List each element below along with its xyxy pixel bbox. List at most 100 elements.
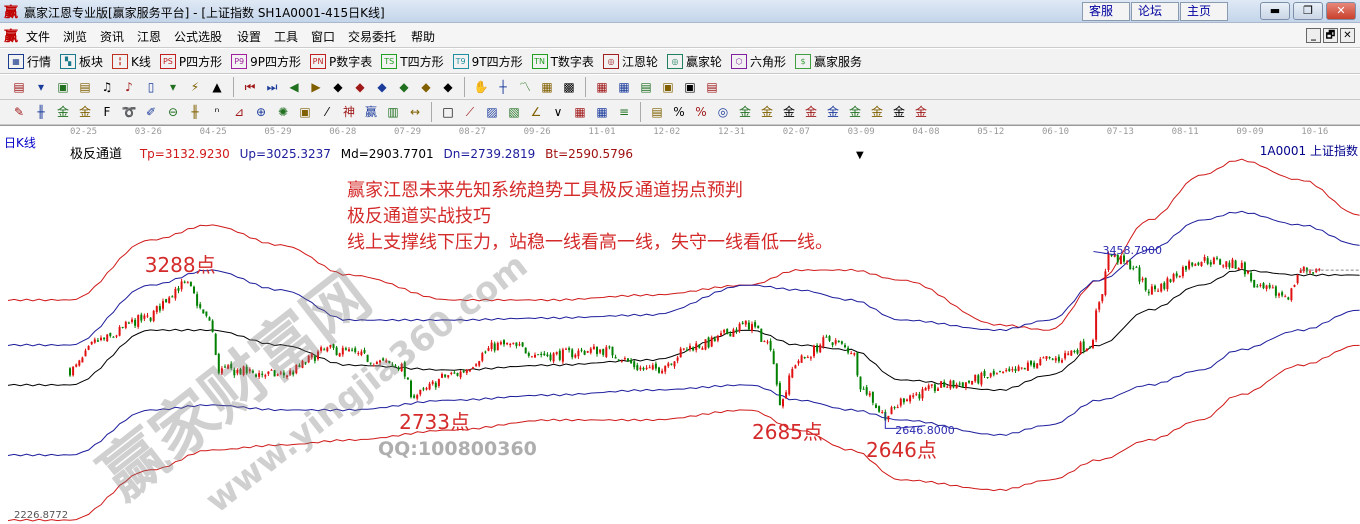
expand-icon[interactable]: ◆ (377, 80, 387, 94)
bar-dropdown-icon[interactable]: ▾ (169, 80, 177, 94)
square-icon[interactable]: ▣ (299, 105, 311, 119)
zoom-right-icon[interactable]: ◆ (355, 80, 365, 94)
gold7-icon[interactable]: 金 (826, 105, 839, 119)
gold6-icon[interactable]: 金 (804, 105, 817, 119)
toolbar-button-p9[interactable]: P9 9P四方形 (231, 53, 301, 70)
crosshair-icon[interactable]: ┼ (499, 80, 507, 94)
parallel-icon[interactable]: ╫ (37, 105, 45, 119)
line-tool-icon[interactable]: ▩ (563, 80, 575, 94)
line-icon[interactable]: 〽 (518, 80, 531, 94)
network-icon[interactable]: ▣ (684, 80, 696, 94)
win-icon[interactable]: 赢 (364, 105, 377, 119)
period-dropdown-icon[interactable]: ▾ (37, 80, 45, 94)
gold4-icon[interactable]: 金 (760, 105, 773, 119)
grid-icon[interactable]: ╫ (191, 105, 199, 119)
ruler-icon[interactable]: ▥ (387, 105, 399, 119)
customer-service-button[interactable]: 客服 (1082, 2, 1130, 21)
first-icon[interactable]: ⏮ (244, 80, 256, 94)
fib-icon[interactable]: F (103, 105, 111, 119)
kline-chart[interactable] (0, 145, 1360, 524)
toolbar-button-ts[interactable]: TS T四方形 (381, 53, 444, 70)
toolbar-button-t9[interactable]: T9 9T四方形 (452, 53, 523, 70)
toolbar-button-ps[interactable]: PS P四方形 (159, 53, 222, 70)
bar-type-icon[interactable]: ▯ (147, 80, 155, 94)
menu-item-9[interactable]: 帮助 (411, 30, 436, 44)
close-button[interactable]: ✕ (1326, 2, 1356, 20)
menu-item-8[interactable]: 交易委托 (348, 30, 397, 44)
grid3-icon[interactable]: ▦ (596, 105, 608, 119)
box-icon[interactable]: □ (442, 105, 454, 119)
toolbar-button-pn[interactable]: PN P数字表 (310, 53, 372, 70)
child-minimize-button[interactable]: _ (1306, 28, 1321, 43)
brush-icon[interactable]: ✐ (145, 105, 157, 119)
print-icon[interactable]: ▤ (706, 80, 718, 94)
vline-icon[interactable]: ∨ (553, 105, 563, 119)
zoom-left-icon[interactable]: ◆ (333, 80, 343, 94)
child-close-button[interactable]: ✕ (1340, 28, 1355, 43)
chart9-icon[interactable]: ♪ (125, 80, 133, 94)
angle-icon[interactable]: ⊿ (233, 105, 245, 119)
pen-icon[interactable]: ✎ (13, 105, 25, 119)
toolbar-button-quote-table[interactable]: ▦ 行情 (8, 53, 51, 70)
draw-icon[interactable]: ▣ (57, 80, 69, 94)
menu-item-2[interactable]: 资讯 (100, 30, 125, 44)
toolbar-button-hexagon[interactable]: ⬡ 六角形 (730, 53, 786, 70)
zoom-out-icon[interactable]: ◆ (443, 80, 453, 94)
gold1-icon[interactable]: 金 (56, 105, 69, 119)
homepage-button[interactable]: 主页 (1180, 2, 1228, 21)
menu-item-1[interactable]: 浏览 (63, 30, 88, 44)
forum-button[interactable]: 论坛 (1131, 2, 1179, 21)
gold11-icon[interactable]: 金 (914, 105, 927, 119)
calendar-icon[interactable]: ▦ (596, 80, 608, 94)
toolbar-button-dollar[interactable]: $ 赢家服务 (794, 53, 862, 70)
save-icon[interactable]: ▣ (662, 80, 674, 94)
gann-icon[interactable]: ⚡ (190, 80, 200, 94)
n2-icon[interactable]: ⁿ (214, 105, 220, 119)
menu-item-0[interactable]: 文件 (26, 30, 51, 44)
menu-item-7[interactable]: 窗口 (311, 30, 336, 44)
report-icon[interactable]: ▤ (640, 80, 652, 94)
fan3-icon[interactable]: ▧ (508, 105, 520, 119)
spiral-icon[interactable]: ➰ (121, 105, 137, 119)
menu-item-5[interactable]: 设置 (237, 30, 262, 44)
multi-line-icon[interactable]: ≡ (618, 105, 630, 119)
hand-icon[interactable]: ✋ (473, 80, 489, 94)
fan-icon[interactable]: ⟋ (465, 105, 475, 119)
shrink-icon[interactable]: ◆ (399, 80, 409, 94)
circle-icon[interactable]: ⊖ (167, 105, 179, 119)
width-icon[interactable]: ↔ (409, 105, 421, 119)
slash-icon[interactable]: ⁄ (325, 105, 328, 119)
right-icon[interactable]: ▶ (311, 80, 321, 94)
ring-icon[interactable]: ◎ (717, 105, 729, 119)
toolbar-button-sector-blocks[interactable]: ▚ 板块 (60, 53, 103, 70)
chart3-icon[interactable]: ♫ (101, 80, 113, 94)
zoom-in-icon[interactable]: ◆ (421, 80, 431, 94)
notes-icon[interactable]: ▤ (79, 80, 91, 94)
gold3-icon[interactable]: 金 (738, 105, 751, 119)
gold2-icon[interactable]: 金 (78, 105, 91, 119)
node-icon[interactable]: ▦ (541, 80, 553, 94)
last-icon[interactable]: ⏭ (266, 80, 278, 94)
menu-item-4[interactable]: 公式选股 (174, 30, 223, 44)
toolbar-button-candlestick[interactable]: ╏ K线 (112, 53, 151, 70)
child-restore-button[interactable]: 🗗 (1323, 28, 1338, 43)
menu-item-6[interactable]: 工具 (274, 30, 299, 44)
left-icon[interactable]: ◀ (289, 80, 299, 94)
calculator-icon[interactable]: ▦ (618, 80, 630, 94)
percent-icon[interactable]: % (673, 105, 685, 119)
gold5-icon[interactable]: 金 (782, 105, 795, 119)
color-chart-icon[interactable]: ▲ (212, 80, 222, 94)
toolbar-button-winner-wheel[interactable]: ◎ 赢家轮 (666, 53, 722, 70)
angle2-icon[interactable]: ∠ (530, 105, 542, 119)
period-label[interactable]: 日K线 (4, 136, 36, 150)
grid2-icon[interactable]: ▦ (574, 105, 586, 119)
fan2-icon[interactable]: ▨ (486, 105, 498, 119)
minimize-button[interactable]: ▬ (1260, 2, 1290, 20)
star-icon[interactable]: ✺ (277, 105, 289, 119)
gold10-icon[interactable]: 金 (892, 105, 905, 119)
toolbar-button-tn[interactable]: TN T数字表 (531, 53, 594, 70)
gold9-icon[interactable]: 金 (870, 105, 883, 119)
menu-item-3[interactable]: 江恩 (137, 30, 162, 44)
toolbar-button-gann-wheel[interactable]: ◎ 江恩轮 (602, 53, 658, 70)
restore-button[interactable]: ❐ (1293, 2, 1323, 20)
